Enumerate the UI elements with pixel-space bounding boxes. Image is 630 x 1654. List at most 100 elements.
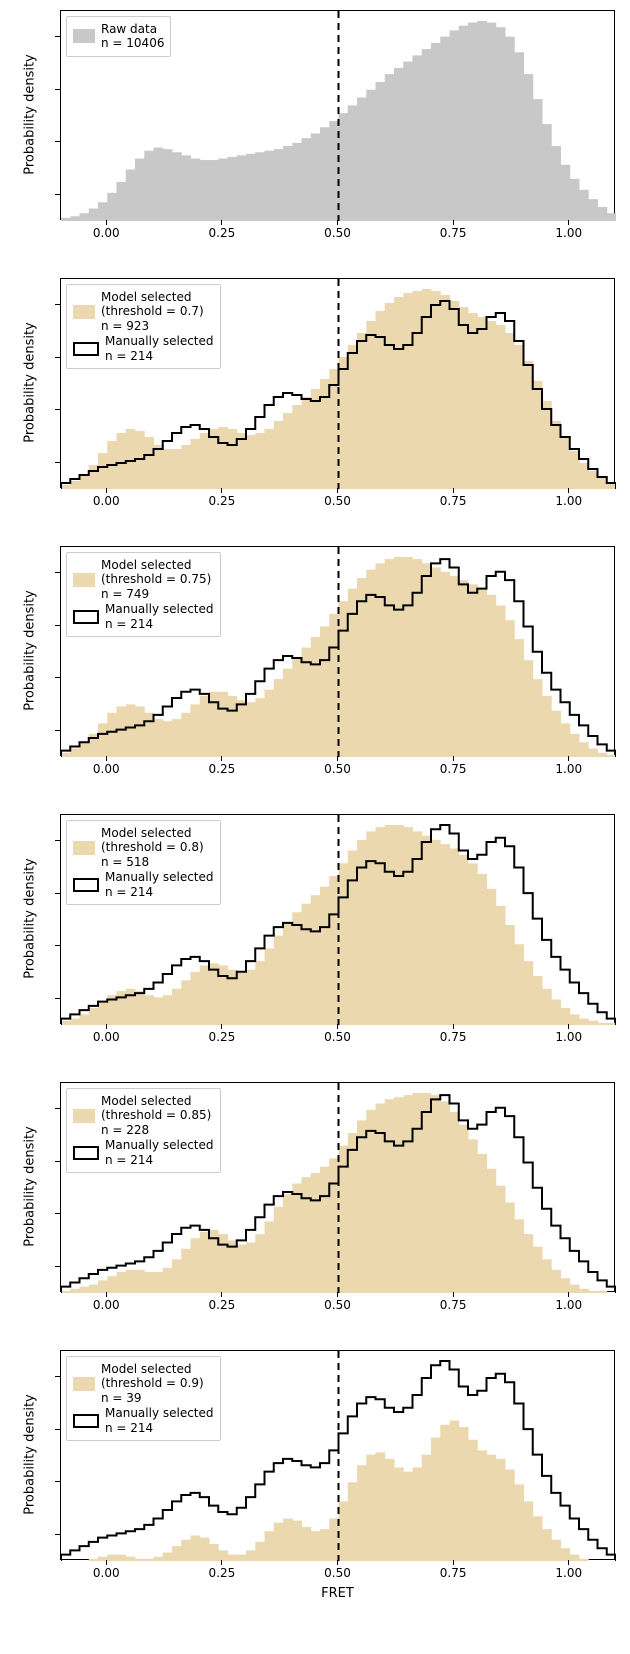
ytick-mark [55, 730, 60, 731]
hist-bar [579, 1289, 589, 1293]
hist-bar [366, 1110, 376, 1293]
xtick-mark [221, 220, 222, 225]
hist-bar [477, 1154, 487, 1293]
hist-bar [533, 679, 543, 757]
hist-bar [487, 1455, 497, 1561]
hist-bar [394, 1097, 404, 1293]
hist-bar [200, 1538, 210, 1561]
legend-row: Manually selected n = 214 [73, 334, 214, 363]
hist-bar [144, 995, 154, 1025]
hist-bar [154, 1272, 164, 1293]
xlabel: FRET [308, 1586, 368, 1601]
panel-t07: 0.000.250.500.751.00Probability densityM… [0, 268, 630, 536]
hist-bar [357, 333, 367, 489]
hist-bar [459, 307, 469, 489]
legend: Model selected (threshold = 0.85) n = 22… [66, 1088, 221, 1173]
hist-bar [172, 989, 182, 1025]
hist-bar [450, 30, 460, 221]
hist-bar [61, 485, 71, 489]
hist-bar [163, 449, 173, 489]
hist-bar [98, 453, 108, 489]
hist-bar [265, 948, 275, 1025]
hist-bar [311, 895, 321, 1025]
hist-bar [431, 1438, 441, 1561]
hist-bar [505, 925, 515, 1025]
hist-bar [524, 961, 534, 1025]
hist-bar [459, 1427, 469, 1561]
hist-bar [89, 1559, 99, 1561]
hist-bar [440, 37, 450, 221]
hist-bar [440, 295, 450, 489]
hist-bar [542, 124, 552, 221]
xtick-label: 1.00 [551, 1298, 587, 1312]
hist-bar [209, 1544, 219, 1561]
legend-text: Model selected (threshold = 0.7) n = 923 [101, 290, 204, 333]
xtick-mark [221, 1292, 222, 1297]
xtick-label: 0.25 [204, 762, 240, 776]
xtick-label: 0.00 [88, 1298, 124, 1312]
xtick-mark [221, 1024, 222, 1029]
legend-text: Manually selected n = 214 [105, 870, 214, 899]
hist-bar [311, 389, 321, 489]
hist-bar [394, 825, 404, 1025]
xtick-mark [106, 1292, 107, 1297]
hist-bar [218, 159, 228, 222]
hist-bar [117, 1272, 127, 1293]
hist-bar [505, 37, 515, 221]
hist-bar [246, 970, 256, 1025]
hist-bar [468, 1139, 478, 1293]
hist-bar [302, 1527, 312, 1561]
hist-bar [468, 313, 478, 489]
hist-bar [570, 179, 580, 221]
ytick-mark [55, 462, 60, 463]
hist-bar [172, 1259, 182, 1293]
panel-t09: 0.000.250.500.751.00Probability densityF… [0, 1340, 630, 1654]
hist-bar [246, 702, 256, 757]
ylabel: Probability density [23, 854, 38, 984]
hist-bar [181, 155, 191, 221]
ytick-mark [55, 357, 60, 358]
hist-bar [292, 1521, 302, 1561]
hist-bar [403, 293, 413, 489]
hist-bar [422, 836, 432, 1025]
hist-bar [459, 1125, 469, 1293]
hist-bar [413, 831, 423, 1025]
hist-bar [274, 936, 284, 1025]
xtick-label: 0.75 [435, 1566, 471, 1580]
hist-bar [302, 904, 312, 1025]
hist-bar [255, 433, 265, 489]
hist-bar [117, 182, 127, 221]
hist-bar [172, 152, 182, 221]
hist-bar [496, 605, 506, 757]
xtick-mark [106, 1024, 107, 1029]
xtick-mark [453, 1292, 454, 1297]
panel-t08: 0.000.250.500.751.00Probability densityM… [0, 804, 630, 1072]
panel-t085: 0.000.250.500.751.00Probability densityM… [0, 1072, 630, 1340]
figure-container: 0.000.250.500.751.00Probability densityR… [0, 0, 630, 1654]
hist-bar [376, 563, 386, 757]
hist-bar [154, 719, 164, 757]
xtick-label: 0.75 [435, 494, 471, 508]
hist-bar [320, 1529, 330, 1561]
hist-bar [422, 289, 432, 489]
hist-bar [135, 159, 145, 222]
hist-bar [283, 146, 293, 221]
hist-bar [570, 1555, 580, 1561]
hist-bar [477, 1450, 487, 1561]
hist-bar [181, 1540, 191, 1561]
ytick-mark [55, 1266, 60, 1267]
hist-bar [246, 435, 256, 489]
hist-bar [191, 704, 201, 757]
hist-bar [117, 706, 127, 757]
xtick-mark [221, 488, 222, 493]
xtick-mark [337, 756, 338, 761]
hist-bar [126, 169, 136, 221]
hist-bar [477, 317, 487, 489]
hist-bar [163, 721, 173, 757]
legend-row: Model selected (threshold = 0.75) n = 74… [73, 558, 214, 601]
legend-swatch-step [73, 342, 99, 356]
hist-bar [163, 149, 173, 221]
ytick-mark [55, 304, 60, 305]
hist-bar [385, 559, 395, 757]
hist-bar [403, 827, 413, 1025]
